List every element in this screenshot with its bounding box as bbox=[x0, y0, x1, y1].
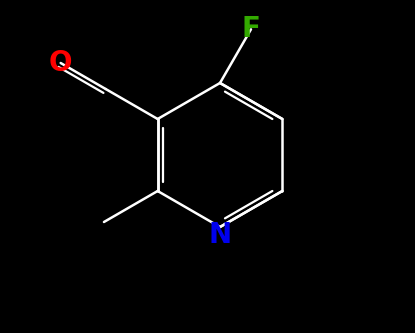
Text: N: N bbox=[208, 221, 232, 249]
Text: F: F bbox=[242, 15, 261, 43]
Text: O: O bbox=[49, 49, 72, 77]
